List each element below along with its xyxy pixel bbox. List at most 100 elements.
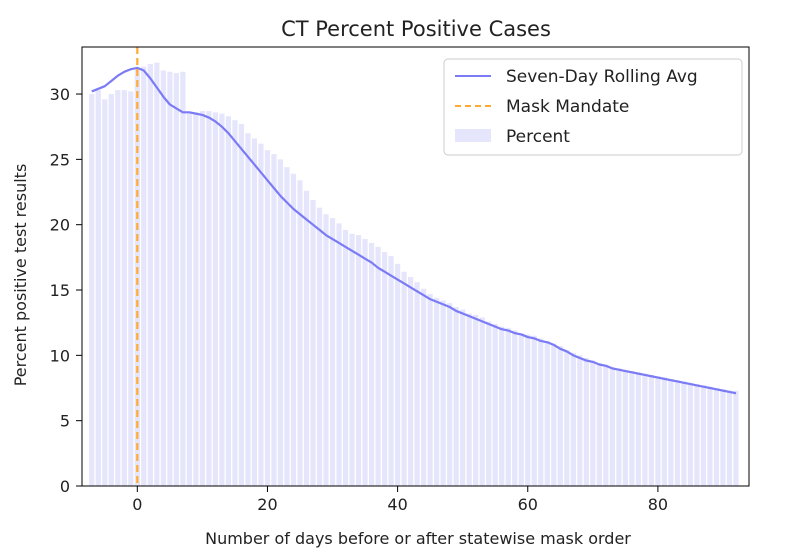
legend-label-rolling-avg: Seven-Day Rolling Avg [506,67,698,87]
percent-bar [505,327,511,486]
percent-bar [421,288,427,486]
percent-bar [629,371,635,486]
percent-bar [232,120,238,487]
percent-bar [154,62,160,487]
percent-bar [564,350,570,486]
percent-bar [381,252,388,486]
percent-bar [277,159,284,486]
percent-bar [668,378,674,486]
percent-bar [89,94,95,487]
percent-bar [427,293,433,486]
percent-bar [186,112,192,486]
percent-bar [180,71,186,486]
y-tick-label: 10 [50,346,70,365]
percent-bar [720,389,726,486]
chart-title: CT Percent Positive Cases [281,17,551,41]
percent-bar [303,190,310,486]
percent-bar [466,313,472,486]
percent-bar [368,242,375,486]
x-tick-label: 80 [648,495,668,514]
percent-bar [434,297,440,486]
percent-bar [499,326,505,486]
y-tick-label: 5 [60,412,70,431]
y-tick-label: 15 [50,281,70,300]
percent-bar [115,90,121,486]
rolling-avg-layer [91,66,737,395]
percent-bar [531,335,537,486]
y-tick-label: 20 [50,216,70,235]
legend-label-percent: Percent [506,127,570,147]
percent-bar [460,309,466,486]
percent-bar [551,343,557,486]
percent-bar [596,363,602,486]
percent-bar [447,303,453,486]
percent-bar [238,124,245,487]
percent-bar [440,300,446,486]
percent-bar [264,150,271,486]
legend: Seven-Day Rolling Avg Mask Mandate Perce… [443,58,743,156]
percent-bar [694,384,700,486]
percent-bar [147,63,153,487]
percent-bar [616,368,622,486]
percent-bar [681,381,687,486]
percent-bar [134,67,140,487]
percent-bar [121,90,127,486]
percent-bar [193,112,199,486]
percent-bar [473,314,479,486]
x-axis-label: Number of days before or after statewise… [205,529,631,548]
percent-bar [583,357,589,486]
percent-bar [726,390,733,486]
percent-bar [297,180,303,486]
rolling-avg-line [91,66,737,395]
percent-bar [518,333,524,486]
percent-bar [414,282,420,486]
x-tick-label: 0 [132,495,142,514]
percent-bar [290,173,297,487]
y-tick-label: 30 [50,85,70,104]
percent-bar [95,90,101,486]
percent-bar [733,390,739,486]
percent-bar [206,111,212,486]
percent-bar [271,154,277,486]
percent-bar [544,340,550,486]
axes: 0 20 40 60 80 0 5 10 15 20 25 30 [50,46,750,514]
percent-bar [479,317,485,486]
percent-bar [648,374,654,486]
percent-bar [635,372,641,486]
x-tick-label: 40 [387,495,407,514]
percent-bar [310,199,316,486]
percent-bar [349,233,355,486]
percent-bar [492,323,498,486]
y-tick-label: 0 [60,477,70,496]
percent-bar [173,73,179,486]
percent-bar [557,346,563,486]
x-tick-label: 60 [518,495,538,514]
percent-bar [258,143,264,487]
percent-bar [603,364,609,486]
percent-bar [355,235,362,486]
percent-bar [512,330,518,486]
percent-bar [329,218,336,486]
percent-bar [700,385,707,486]
legend-frame [443,58,743,156]
percent-bar [316,207,323,486]
percent-bar [167,71,173,486]
percent-bar [251,138,258,487]
percent-bar [199,111,205,486]
legend-label-mask-mandate: Mask Mandate [506,97,629,117]
percent-bar [108,94,114,487]
percent-bar [622,369,628,486]
percent-bar [342,229,349,486]
percent-bar [388,256,394,486]
percent-bar [336,223,342,487]
percent-bar [141,66,147,487]
percent-bars [89,62,739,487]
legend-percent-swatch [455,129,491,142]
percent-bar [212,112,219,486]
percent-bar [160,70,166,487]
percent-bar [590,360,596,486]
percent-bar [713,388,720,486]
percent-bar [219,113,225,487]
percent-bar [375,246,381,486]
